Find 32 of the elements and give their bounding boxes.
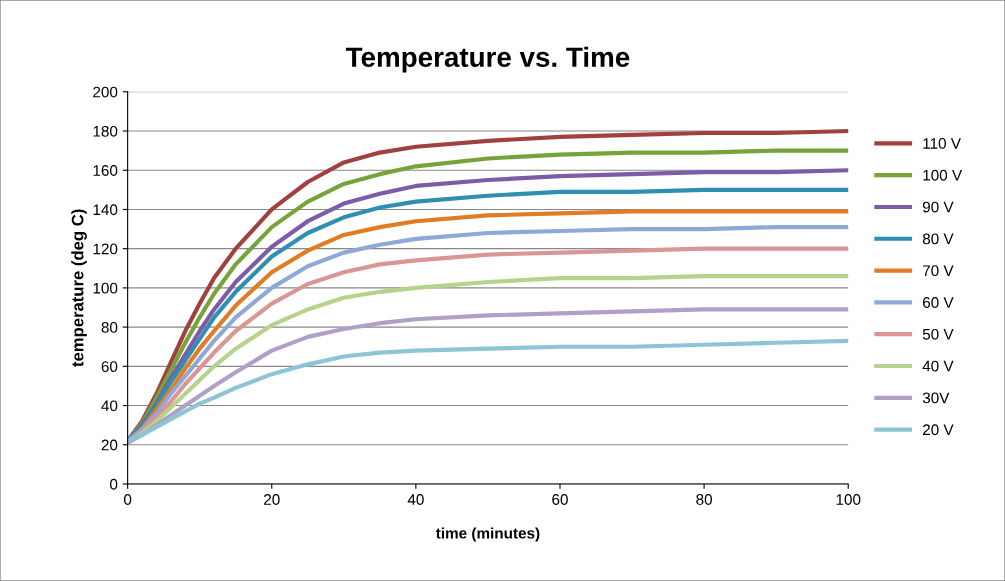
legend-label: 110 V — [923, 138, 961, 149]
y-tick-label: 40 — [101, 400, 118, 412]
y-tick-label: 60 — [101, 361, 118, 373]
y-tick-label: 20 — [101, 439, 118, 451]
x-tick-label: 80 — [696, 494, 712, 505]
chart-title: Temperature vs. Time — [345, 46, 630, 73]
legend-label: 90 V — [922, 201, 954, 213]
legend-label: 30V — [922, 392, 950, 404]
legend-label: 70 V — [923, 265, 954, 277]
x-axis-title: time (minutes) — [435, 527, 540, 542]
y-tick-label: 140 — [93, 204, 118, 216]
x-tick-label: 0 — [123, 494, 132, 505]
legend-label: 100 V — [923, 169, 963, 181]
x-tick-label: 20 — [264, 494, 280, 505]
y-tick-label: 80 — [101, 321, 118, 333]
line-series — [127, 307, 849, 445]
x-tick-label: 100 — [836, 494, 861, 505]
y-axis-title: temperature (deg C) — [71, 209, 87, 367]
legend-label: 50 V — [922, 328, 954, 340]
line-series — [127, 338, 849, 443]
y-tick-label: 120 — [93, 243, 118, 255]
legend-label: 60 V — [922, 297, 954, 308]
legend-label: 80 V — [922, 233, 954, 245]
y-tick-label: 160 — [93, 165, 118, 176]
y-tick-label: 100 — [93, 282, 118, 294]
legend-label: 20 V — [922, 424, 954, 436]
y-tick-label: 0 — [110, 478, 118, 490]
y-tick-label: 180 — [93, 125, 118, 137]
y-tick-label: 200 — [93, 86, 118, 98]
x-tick-label: 40 — [407, 494, 424, 505]
legend-label: 40 V — [922, 360, 954, 372]
x-tick-label: 60 — [552, 494, 568, 505]
